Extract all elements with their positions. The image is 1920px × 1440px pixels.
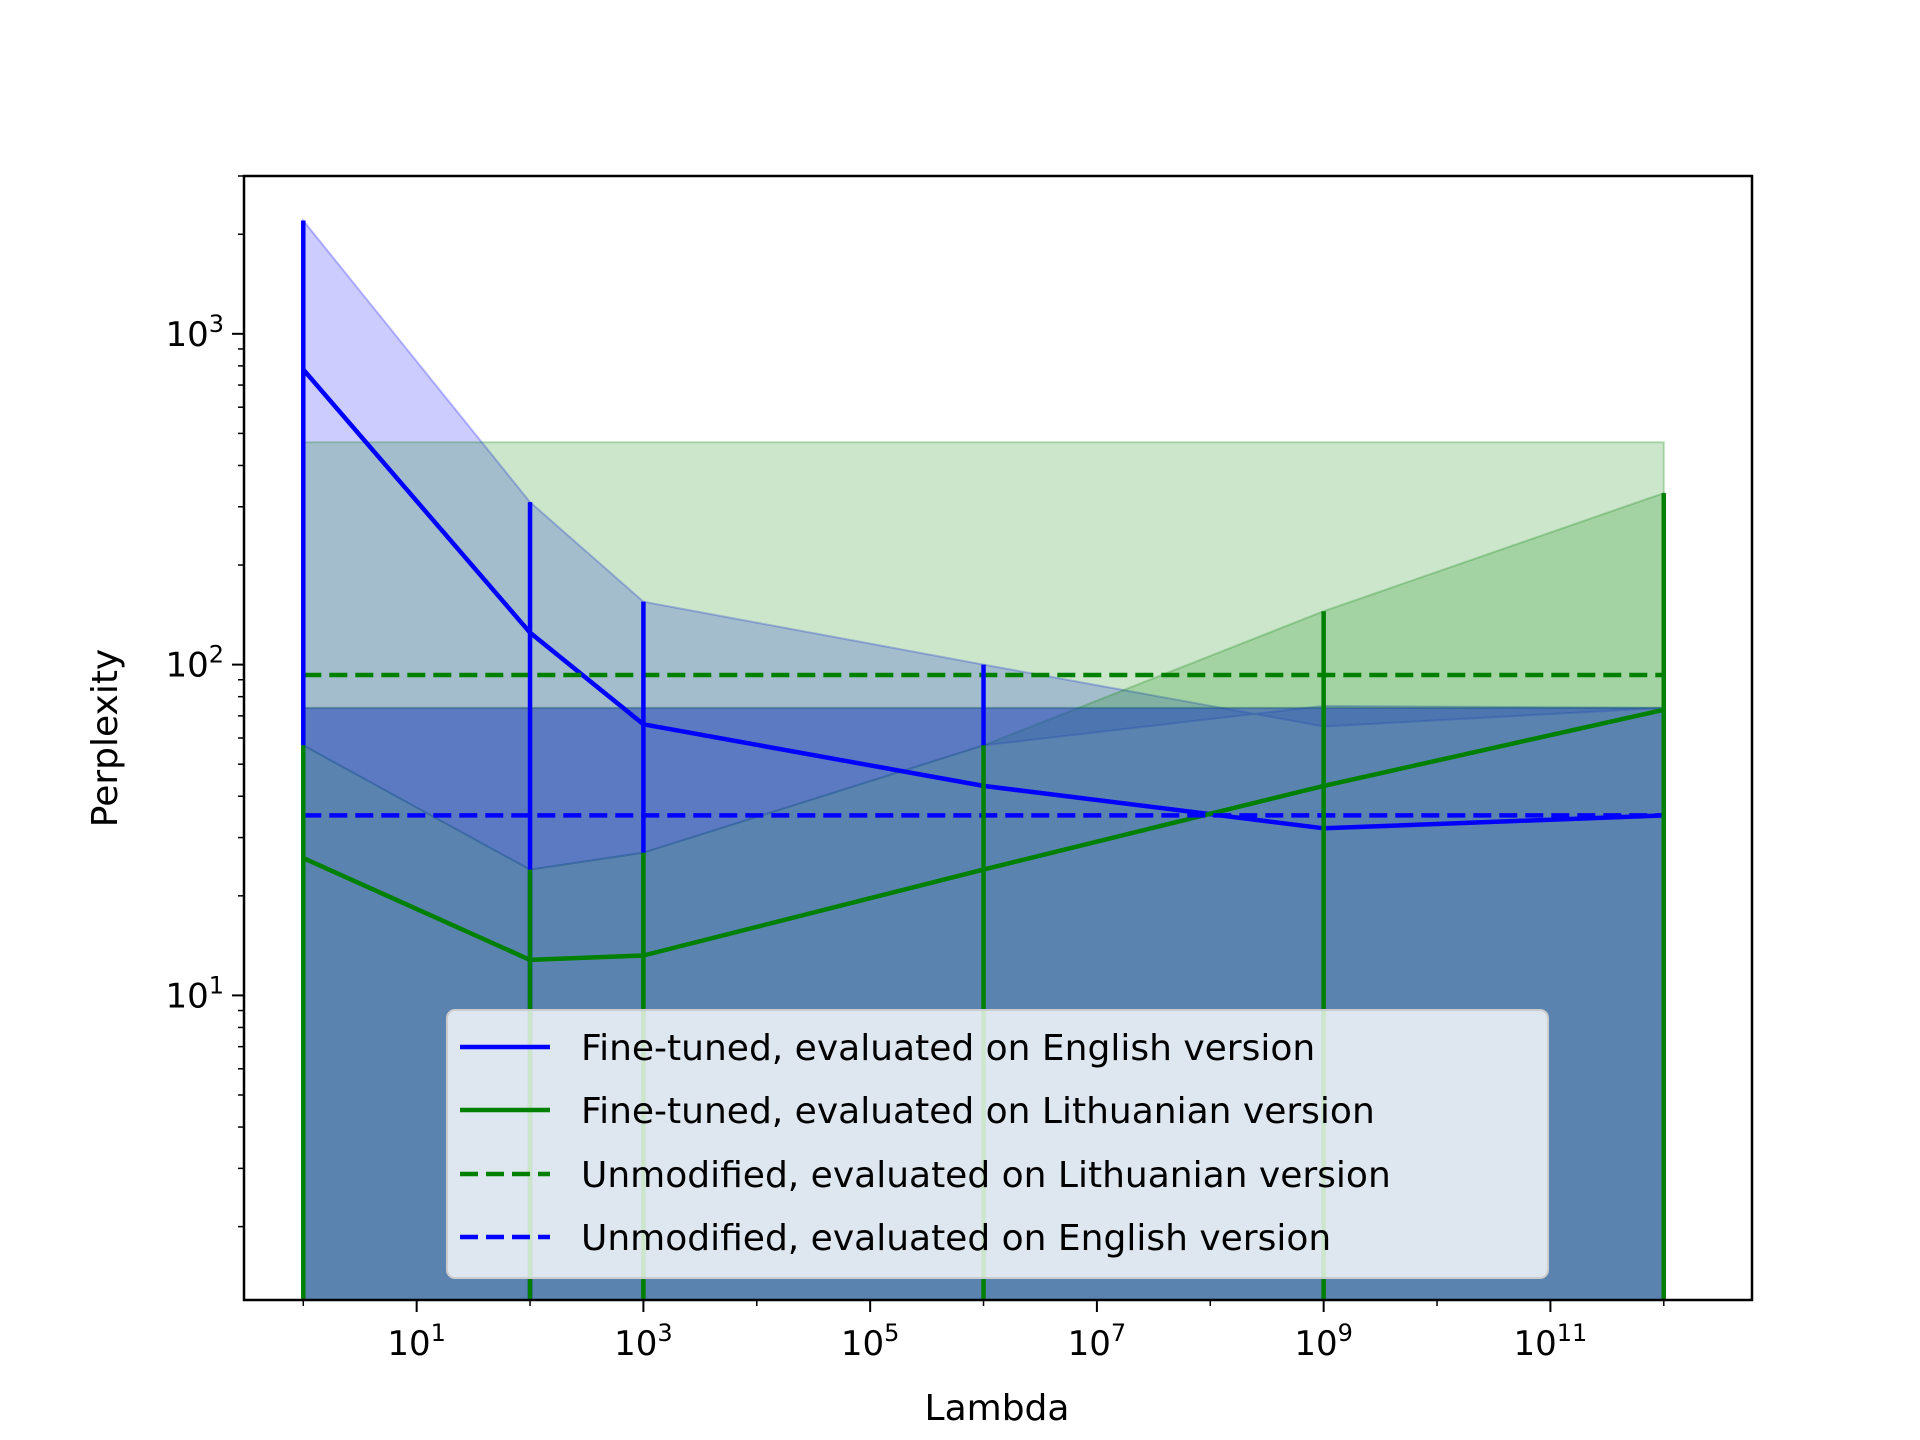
x-tick-label: 109 xyxy=(1294,1319,1353,1364)
x-axis-label: Lambda xyxy=(925,1388,1070,1429)
x-tick-label: 105 xyxy=(841,1319,900,1364)
legend-label: Fine-tuned, evaluated on English version xyxy=(581,1028,1315,1069)
line-fine-tuned-evaluated-on-english-version xyxy=(301,368,1664,831)
x-tick-label: 103 xyxy=(614,1319,673,1364)
x-tick-label: 101 xyxy=(387,1319,446,1364)
line-fine-tuned-evaluated-on-lithuanian-version xyxy=(302,707,1665,963)
x-tick-label: 107 xyxy=(1068,1319,1127,1364)
y-tick-label: 102 xyxy=(165,641,224,686)
x-tick-label: 1011 xyxy=(1513,1319,1587,1364)
legend-label: Unmodified, evaluated on Lithuanian vers… xyxy=(581,1155,1391,1196)
x-axis-ticks: 101 103 105 107 109 1011 xyxy=(302,1300,1665,1364)
y-tick-label: 103 xyxy=(165,310,224,355)
legend: Fine-tuned, evaluated on English version… xyxy=(446,1009,1549,1279)
y-axis-ticks: 101 102 103 xyxy=(165,175,244,1228)
y-axis-label: Perplexity xyxy=(85,649,126,827)
legend-label: Unmodified, evaluated on English version xyxy=(581,1218,1331,1259)
y-tick-label: 101 xyxy=(165,971,224,1016)
legend-label: Fine-tuned, evaluated on Lithuanian vers… xyxy=(581,1091,1375,1132)
legend-box xyxy=(446,1009,1549,1279)
